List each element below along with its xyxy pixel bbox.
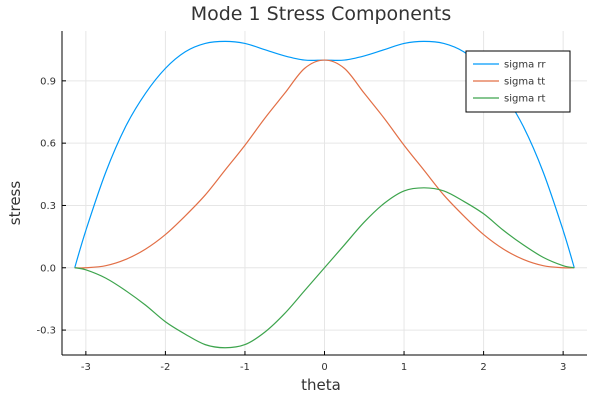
y-tick-label: 0.3: [40, 201, 56, 212]
x-tick-label: -1: [240, 362, 250, 373]
x-tick-label: 2: [480, 362, 486, 373]
y-tick-label: 0.6: [40, 139, 56, 150]
y-tick-label: 0.0: [40, 263, 56, 274]
series-line-sigma-tt: [74, 59, 575, 269]
y-tick-label: -0.3: [36, 326, 56, 337]
ticks: -3 -2 -1 0 1 2 3 -0.3 0.0 0.3 0.6 0.9: [36, 76, 566, 373]
legend-label-sigma-tt: sigma tt: [504, 77, 545, 88]
series-line-sigma-rt: [74, 187, 575, 349]
x-tick-label: 0: [321, 362, 327, 373]
x-tick-label: 3: [560, 362, 566, 373]
x-tick-label: -3: [81, 362, 91, 373]
legend-label-sigma-rr: sigma rr: [504, 60, 546, 71]
legend: sigma rr sigma tt sigma rt: [465, 50, 571, 113]
x-tick-label: -2: [160, 362, 170, 373]
legend-label-sigma-rt: sigma rt: [504, 94, 545, 105]
y-axis-label: stress: [6, 181, 24, 226]
x-axis-label: theta: [301, 376, 341, 394]
y-tick-label: 0.9: [40, 76, 56, 87]
chart-title: Mode 1 Stress Components: [191, 3, 452, 25]
x-tick-label: 1: [401, 362, 407, 373]
